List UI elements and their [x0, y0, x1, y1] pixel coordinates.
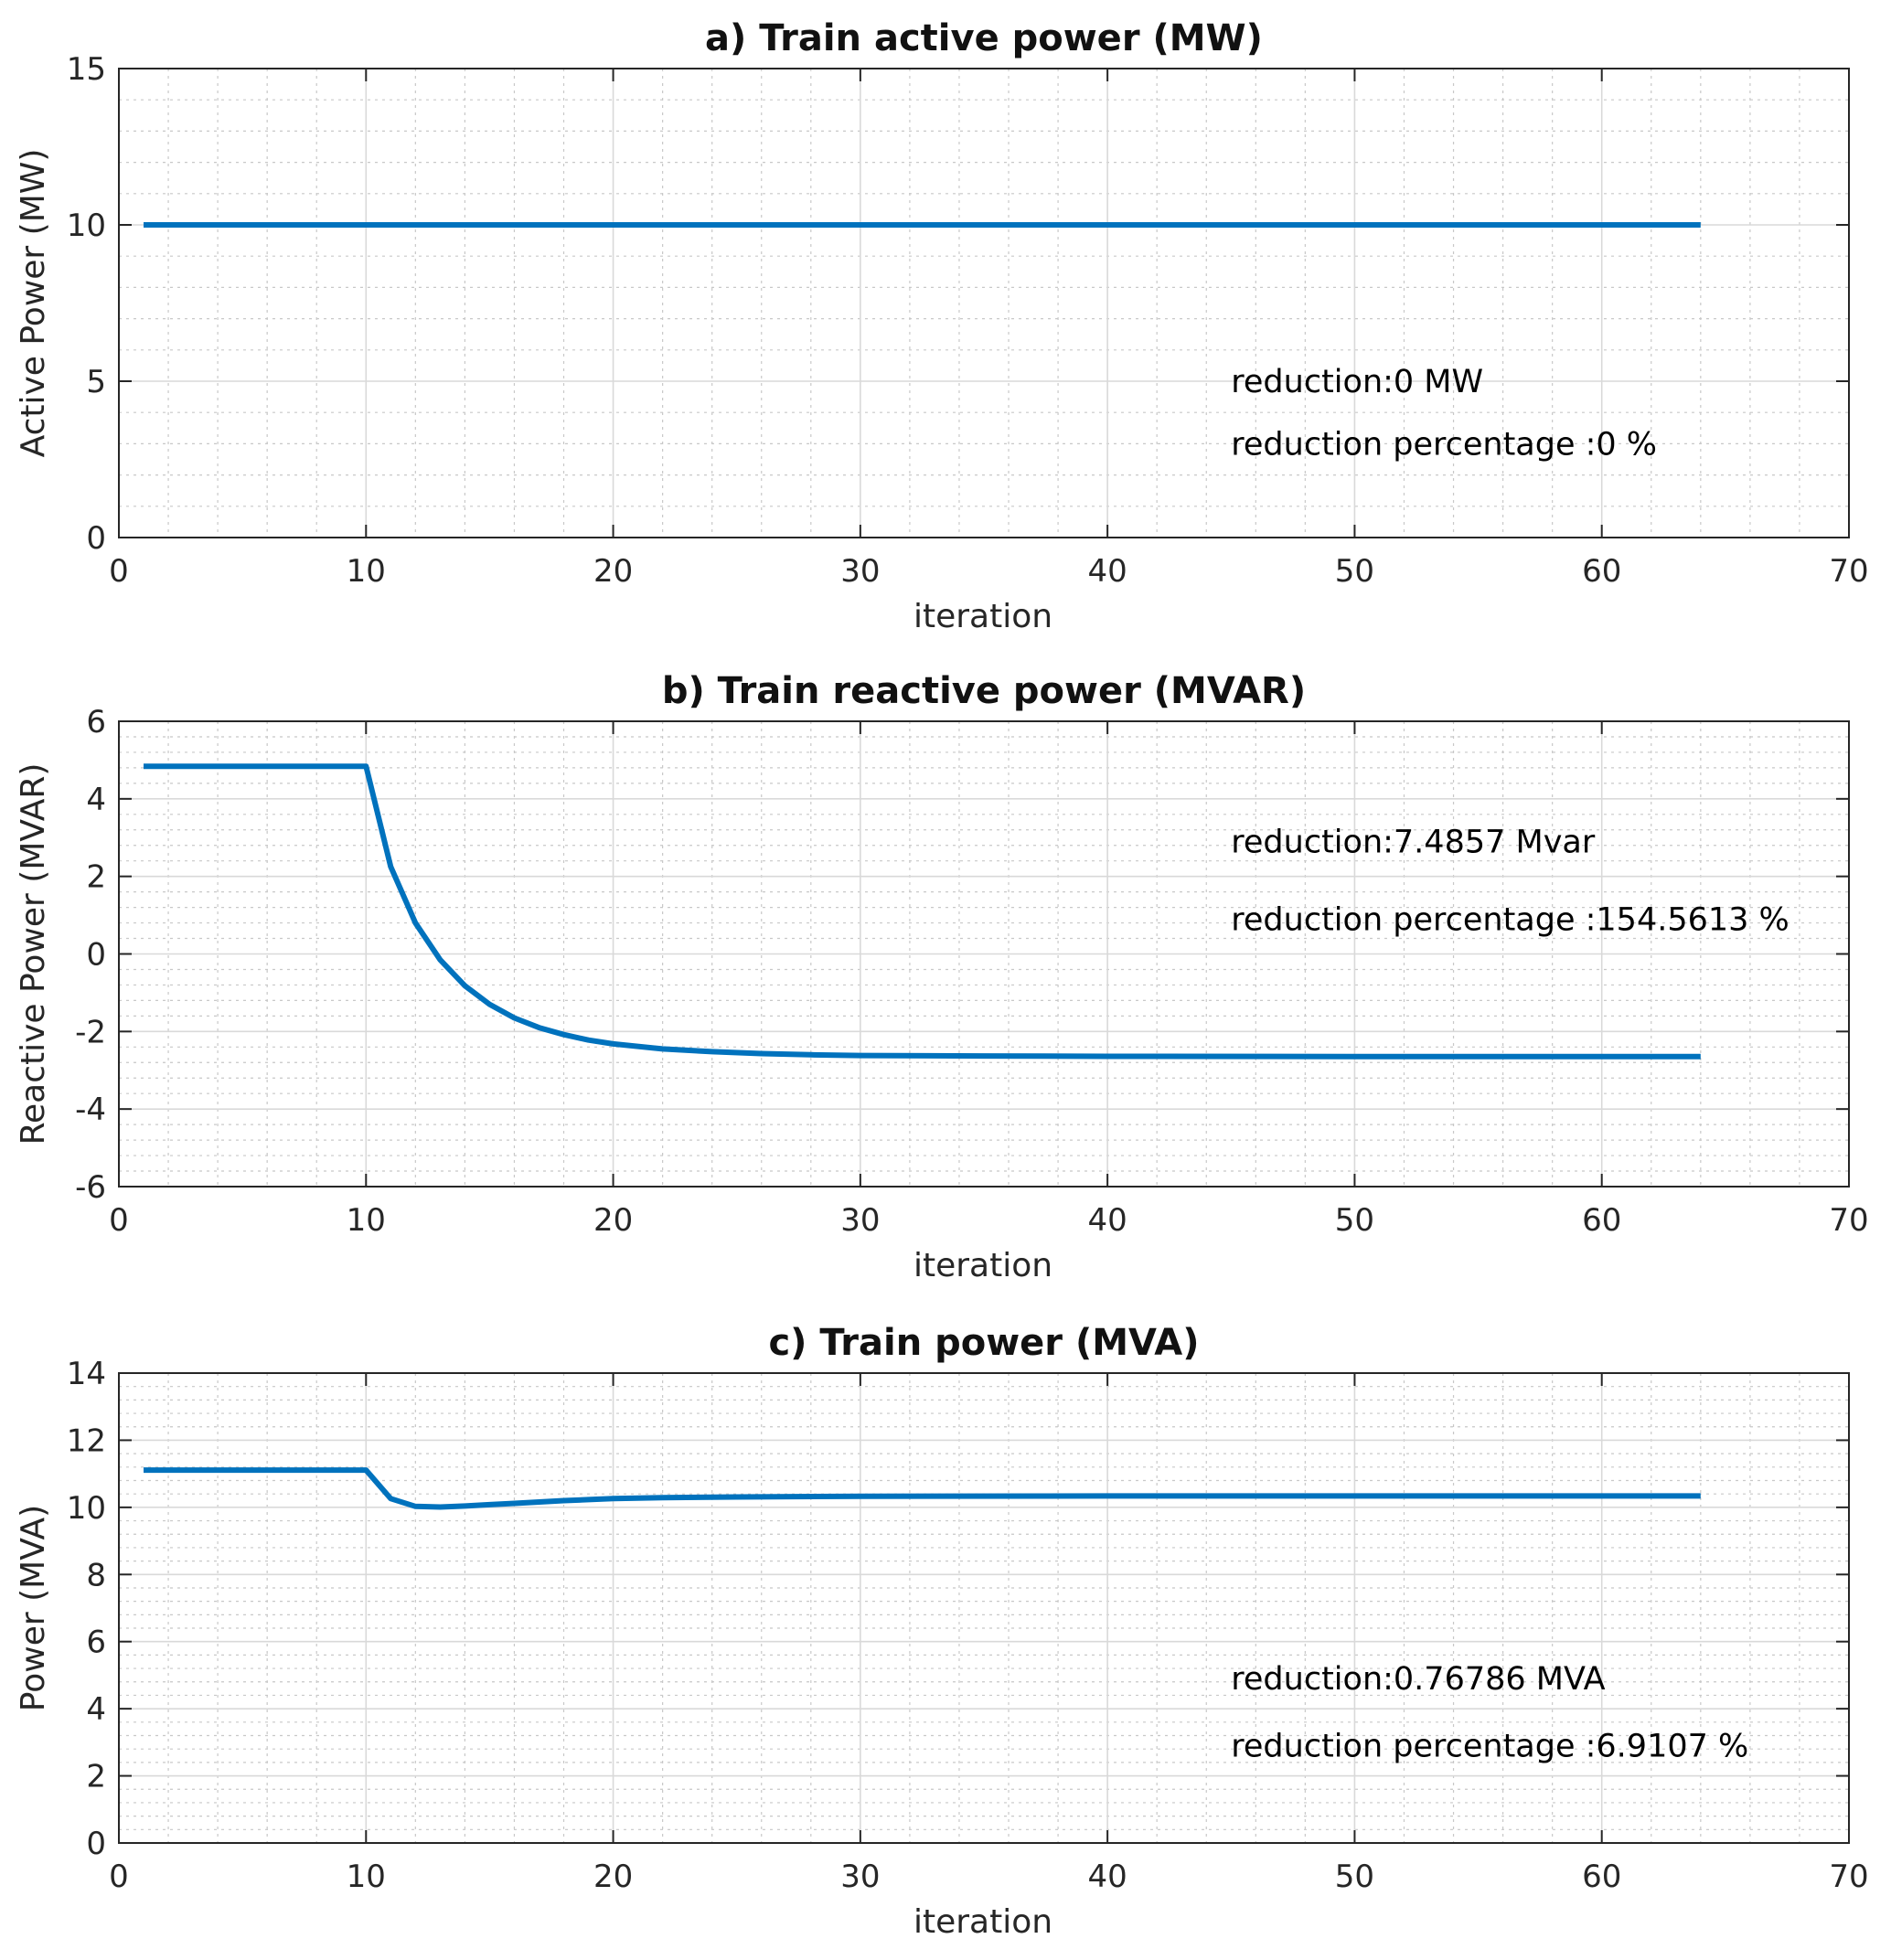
panel-apparent-y-tick-label: 0 [86, 1826, 106, 1862]
panel-apparent-x-tick-label: 70 [1829, 1859, 1868, 1895]
panel-apparent-x-tick-label: 20 [593, 1859, 633, 1895]
panel-apparent-title: c) Train power (MVA) [768, 1322, 1199, 1364]
panel-active-y-tick-label: 10 [67, 208, 106, 244]
panel-reactive-annotation-reduction-percentage: reduction percentage :154.5613 % [1231, 901, 1790, 938]
panel-active-x-tick-label: 30 [840, 553, 880, 590]
panel-reactive-x-tick-label: 0 [109, 1202, 129, 1239]
panel-reactive-y-tick-label: 4 [86, 782, 106, 818]
panel-active-chart: 0 10 20 30 40 50 60 70 0 5 10 15 a) Train active pow… [15, 17, 1869, 635]
panel-reactive-y-tick-label: 2 [86, 859, 106, 896]
panel-active-plot-area [119, 69, 1849, 538]
panel-reactive-series-line [144, 763, 1701, 1060]
panel-active-y-tick-label: 5 [86, 364, 106, 400]
panel-apparent-y-tick-label: 8 [86, 1557, 106, 1593]
panel-reactive-x-tick-label: 60 [1582, 1202, 1621, 1239]
panel-reactive-x-tick-label: 40 [1088, 1202, 1127, 1239]
panel-apparent-axes-box [118, 1372, 1850, 1844]
panel-reactive-y-tick-label: -4 [75, 1092, 106, 1128]
panel-apparent-x-tick-label: 60 [1582, 1859, 1621, 1895]
panel-reactive-x-tick-label: 10 [347, 1202, 386, 1239]
panel-apparent-y-tick-label: 10 [67, 1490, 106, 1527]
panel-active-x-tick-label: 20 [593, 553, 633, 590]
panel-apparent-x-tick-label: 30 [840, 1859, 880, 1895]
panel-active-x-tick-label: 0 [109, 553, 129, 590]
panel-apparent-plot-area [119, 1373, 1849, 1843]
panel-reactive-x-axis-label: iteration [913, 1247, 1052, 1284]
panel-active-y-tick-label: 15 [67, 51, 106, 88]
panel-reactive-x-tick-label: 50 [1335, 1202, 1374, 1239]
panel-reactive-x-tick-label: 20 [593, 1202, 633, 1239]
panel-reactive-y-tick-label: 0 [86, 937, 106, 974]
panel-apparent-annotation-reduction-percentage: reduction percentage :6.9107 % [1231, 1729, 1748, 1765]
panel-reactive-title: b) Train reactive power (MVAR) [662, 670, 1306, 712]
panel-apparent-y-tick-label: 4 [86, 1691, 106, 1728]
panel-active-annotation-reduction: reduction:0 MW [1231, 364, 1483, 400]
panel-reactive-y-tick-label: -6 [75, 1169, 106, 1206]
panel-apparent-x-tick-label: 50 [1335, 1859, 1374, 1895]
panel-reactive-annotation-reduction: reduction:7.4857 Mvar [1231, 824, 1596, 860]
panel-apparent-x-tick-label: 0 [109, 1859, 129, 1895]
panel-reactive-x-tick-label: 30 [840, 1202, 880, 1239]
panel-apparent-chart: 0 10 20 30 40 50 60 70 0 2 4 6 8 10 12 14 c) Train power… [15, 1322, 1869, 1941]
panel-apparent-x-tick-label: 40 [1088, 1859, 1127, 1895]
panel-active-x-axis-label: iteration [913, 598, 1052, 635]
panel-apparent-y-tick-label: 14 [67, 1356, 106, 1392]
panel-apparent-annotation-reduction: reduction:0.76786 MVA [1231, 1661, 1605, 1698]
panel-active-annotation-reduction-percentage: reduction percentage :0 % [1231, 426, 1657, 463]
panel-reactive-x-tick-label: 70 [1829, 1202, 1868, 1239]
panel-reactive-chart: 0 10 20 30 40 50 60 70 -6 -4 -2 0 2 4 6 b) Train reacti… [15, 670, 1869, 1284]
panel-apparent-y-tick-label: 2 [86, 1759, 106, 1795]
panel-apparent-series-line [144, 1467, 1701, 1510]
panel-active-y-tick-label: 0 [86, 520, 106, 557]
panel-reactive-y-axis-label: Reactive Power (MVAR) [15, 763, 52, 1145]
panel-active-axes-box [118, 68, 1850, 538]
panel-active-x-tick-label: 60 [1582, 553, 1621, 590]
panel-active-x-tick-label: 10 [347, 553, 386, 590]
panel-active-x-tick-label: 70 [1829, 553, 1868, 590]
panel-apparent-y-tick-label: 12 [67, 1422, 106, 1459]
panel-active-title: a) Train active power (MW) [705, 17, 1263, 59]
panel-apparent-x-tick-label: 10 [347, 1859, 386, 1895]
panel-apparent-y-tick-label: 6 [86, 1624, 106, 1661]
panel-active-x-tick-label: 40 [1088, 553, 1127, 590]
panel-reactive-y-tick-label: -2 [75, 1014, 106, 1050]
panel-apparent-x-axis-label: iteration [913, 1903, 1052, 1941]
panel-active-y-axis-label: Active Power (MW) [15, 149, 52, 458]
panel-apparent-y-axis-label: Power (MVA) [15, 1505, 52, 1711]
panel-active-x-tick-label: 50 [1335, 553, 1374, 590]
panel-reactive-y-tick-label: 6 [86, 704, 106, 740]
